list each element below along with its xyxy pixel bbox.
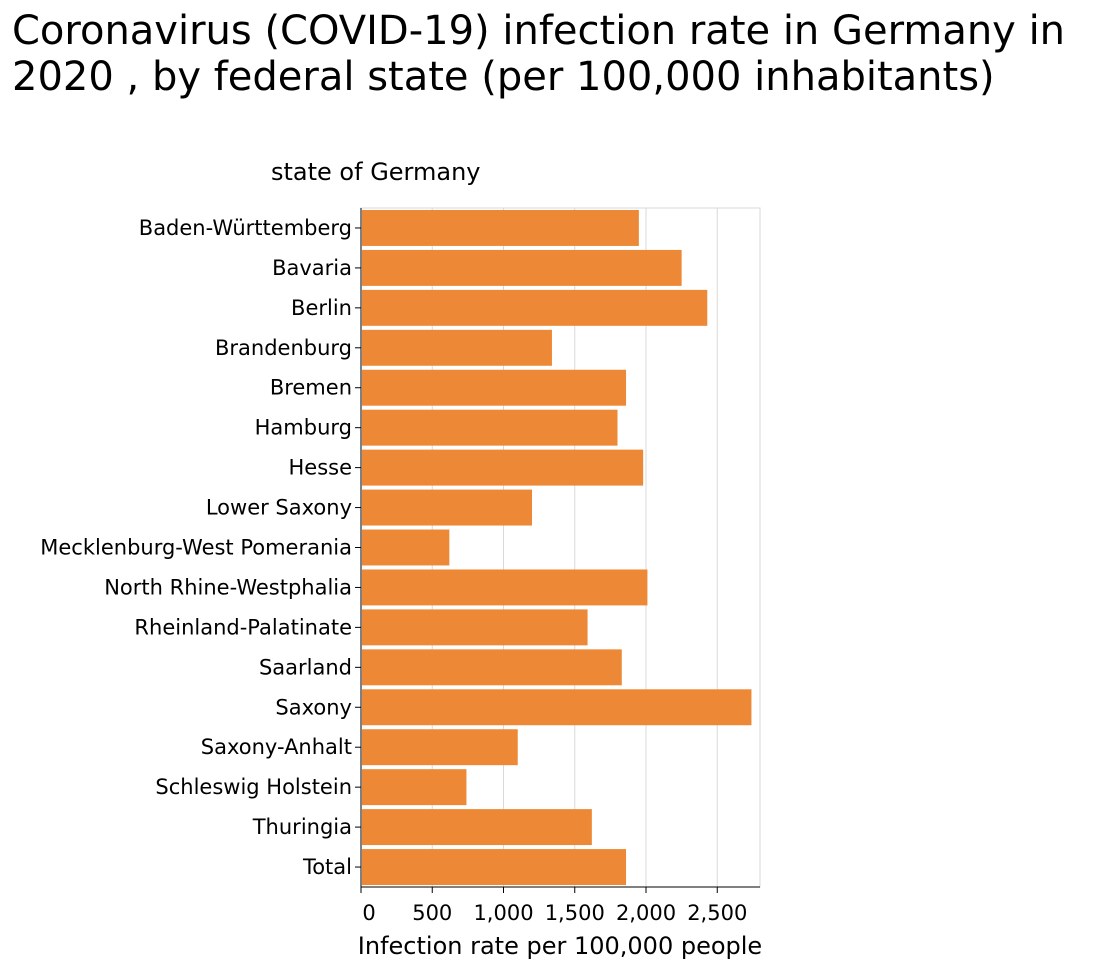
y-tick-label: Saxony — [275, 695, 352, 719]
y-tick-label: Thuringia — [252, 815, 352, 839]
bar — [362, 609, 588, 646]
bar — [362, 689, 752, 726]
bar — [362, 849, 627, 886]
y-tick-label: Bremen — [270, 376, 352, 400]
y-axis-title: state of Germany — [271, 158, 481, 186]
y-tick-label: Schleswig Holstein — [155, 775, 352, 799]
bar — [362, 489, 532, 526]
bar — [362, 249, 682, 286]
y-tick-label: Hesse — [288, 456, 352, 480]
bars — [362, 209, 752, 886]
y-tick-label: North Rhine-Westphalia — [104, 575, 352, 599]
bar — [362, 289, 708, 326]
bar — [362, 329, 552, 366]
bar — [362, 729, 518, 766]
y-tick-label: Berlin — [291, 296, 352, 320]
y-tick-label: Saarland — [259, 655, 352, 679]
y-tick-label: Rheinland-Palatinate — [134, 615, 352, 639]
bar — [362, 569, 648, 606]
x-axis: 0 500 1,000 1,500 2,000 2,500 — [360, 887, 747, 925]
bar — [362, 409, 618, 446]
bar — [362, 369, 627, 406]
x-tick-label: 0 — [362, 901, 375, 925]
x-axis-title: Infection rate per 100,000 people — [358, 932, 762, 960]
y-tick-label: Saxony-Anhalt — [201, 735, 352, 759]
x-tick-label: 1,000 — [473, 901, 533, 925]
y-tick-label: Baden-Württemberg — [139, 216, 352, 240]
y-tick-label: Mecklenburg-West Pomerania — [40, 536, 352, 560]
y-tick-label: Total — [302, 855, 352, 879]
y-tick-label: Bavaria — [272, 256, 352, 280]
chart-title: Coronavirus (COVID-19) infection rate in… — [12, 8, 1066, 100]
bar — [362, 209, 639, 246]
y-tick-label: Brandenburg — [215, 336, 352, 360]
bar — [362, 529, 450, 566]
bar — [362, 649, 622, 686]
y-tick-label: Hamburg — [255, 416, 352, 440]
x-tick-label: 1,500 — [545, 901, 605, 925]
x-tick-label: 2,500 — [687, 901, 747, 925]
bar — [362, 769, 467, 806]
x-tick-label: 2,000 — [616, 901, 676, 925]
x-tick-label: 500 — [412, 901, 452, 925]
y-axis: Baden-Württemberg Bavaria Berlin Brandenbur… — [40, 216, 361, 879]
bar — [362, 449, 644, 486]
bar — [362, 809, 592, 846]
y-tick-label: Lower Saxony — [206, 496, 352, 520]
